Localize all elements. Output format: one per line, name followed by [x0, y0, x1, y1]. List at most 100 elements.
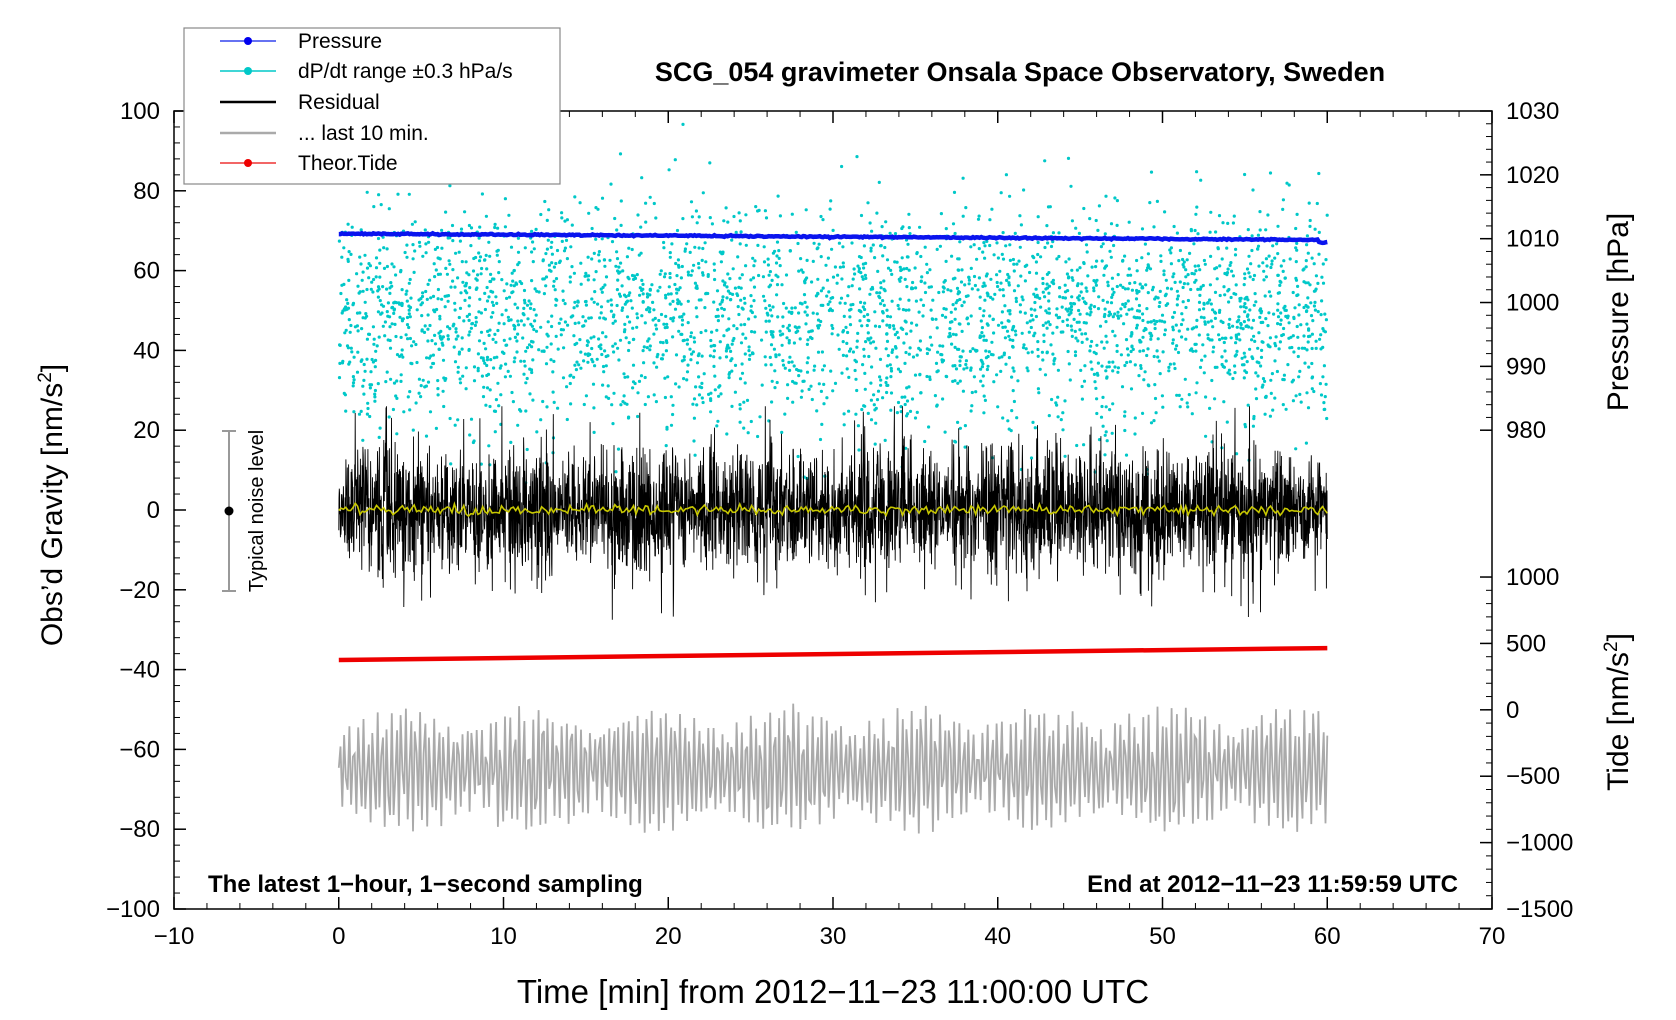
dpdt-point [1310, 376, 1314, 380]
dpdt-point [579, 282, 583, 286]
dpdt-point [369, 383, 374, 387]
pressure-tick-label: 990 [1506, 353, 1546, 380]
dpdt-point [1217, 333, 1221, 337]
dpdt-point [1011, 257, 1016, 262]
dpdt-point [603, 317, 608, 321]
dpdt-point [720, 300, 724, 304]
dpdt-point [1305, 348, 1309, 352]
dpdt-point [743, 352, 747, 356]
dpdt-point [392, 308, 396, 312]
dpdt-point [1164, 278, 1168, 282]
dpdt-point [716, 319, 721, 323]
dpdt-point [669, 423, 674, 427]
dpdt-point [652, 308, 656, 312]
dpdt-point [749, 294, 753, 298]
dpdt-point [1218, 338, 1222, 342]
dpdt-point [1023, 279, 1027, 283]
dpdt-point [971, 347, 975, 351]
dpdt-point [579, 261, 583, 265]
dpdt-point [1299, 323, 1303, 327]
dpdt-point [771, 305, 775, 309]
dpdt-point [644, 201, 648, 205]
dpdt-point [426, 327, 430, 331]
dpdt-point [942, 286, 946, 290]
dpdt-point [1169, 246, 1173, 250]
dpdt-point [590, 357, 594, 362]
dpdt-point [972, 274, 977, 279]
dpdt-point [963, 445, 967, 449]
noise-level-label: Typical noise level [246, 430, 268, 592]
dpdt-point [1022, 343, 1026, 347]
dpdt-point [1037, 391, 1041, 395]
dpdt-point [1123, 363, 1127, 368]
dpdt-point [1140, 227, 1145, 231]
dpdt-point [1032, 292, 1036, 296]
legend-residual-label: Residual [298, 91, 380, 114]
dpdt-point [831, 389, 835, 393]
dpdt-point [1022, 188, 1026, 192]
dpdt-point [515, 350, 519, 354]
dpdt-point [432, 308, 436, 312]
dpdt-point [1067, 313, 1071, 317]
dpdt-point [417, 377, 421, 381]
dpdt-point [1032, 334, 1036, 338]
dpdt-point [865, 323, 869, 328]
dpdt-point [938, 244, 943, 248]
dpdt-point [980, 331, 984, 335]
dpdt-point [770, 314, 774, 318]
dpdt-point [942, 307, 946, 311]
dpdt-point [492, 356, 496, 360]
dpdt-point [1010, 409, 1014, 413]
dpdt-point [621, 269, 625, 273]
dpdt-point [1172, 310, 1177, 315]
dpdt-point [584, 271, 588, 275]
dpdt-point [1227, 326, 1231, 330]
dpdt-point [601, 364, 606, 369]
dpdt-point [1184, 268, 1188, 272]
dpdt-point [1122, 322, 1126, 326]
dpdt-point [1218, 264, 1222, 268]
dpdt-point [885, 332, 889, 336]
chart-title: SCG_054 gravimeter Onsala Space Observat… [655, 57, 1385, 87]
dpdt-point [513, 327, 517, 331]
dpdt-point [1150, 288, 1155, 292]
dpdt-point [676, 258, 681, 262]
dpdt-point [1066, 323, 1070, 327]
dpdt-point [977, 276, 982, 280]
dpdt-point [443, 294, 447, 298]
dpdt-point [778, 329, 782, 333]
dpdt-point [1192, 272, 1196, 276]
dpdt-point [385, 370, 389, 374]
dpdt-point [643, 402, 647, 407]
dpdt-point [597, 250, 602, 254]
dpdt-point [1309, 301, 1313, 305]
dpdt-point [437, 347, 441, 351]
dpdt-point [549, 342, 553, 346]
dpdt-point [996, 256, 1001, 260]
dpdt-point [420, 301, 424, 305]
dpdt-point [1078, 266, 1082, 270]
dpdt-point [1200, 358, 1204, 362]
dpdt-point [713, 277, 717, 282]
dpdt-point [1260, 340, 1264, 344]
dpdt-point [827, 308, 832, 313]
dpdt-point [874, 421, 878, 425]
dpdt-point [880, 225, 884, 229]
dpdt-point [419, 395, 423, 399]
dpdt-point [915, 410, 919, 414]
dpdt-point [355, 324, 359, 328]
dpdt-point [638, 286, 642, 290]
dpdt-point [491, 290, 495, 294]
dpdt-point [825, 294, 829, 298]
dpdt-point [477, 310, 481, 314]
dpdt-point [859, 300, 863, 304]
dpdt-point [390, 322, 394, 326]
dpdt-point [743, 381, 747, 385]
dpdt-point [550, 324, 554, 329]
dpdt-point [907, 212, 911, 216]
dpdt-point [379, 312, 383, 316]
dpdt-point [927, 285, 931, 289]
dpdt-point [1051, 331, 1055, 335]
dpdt-point [418, 244, 422, 248]
dpdt-point [1092, 305, 1097, 309]
